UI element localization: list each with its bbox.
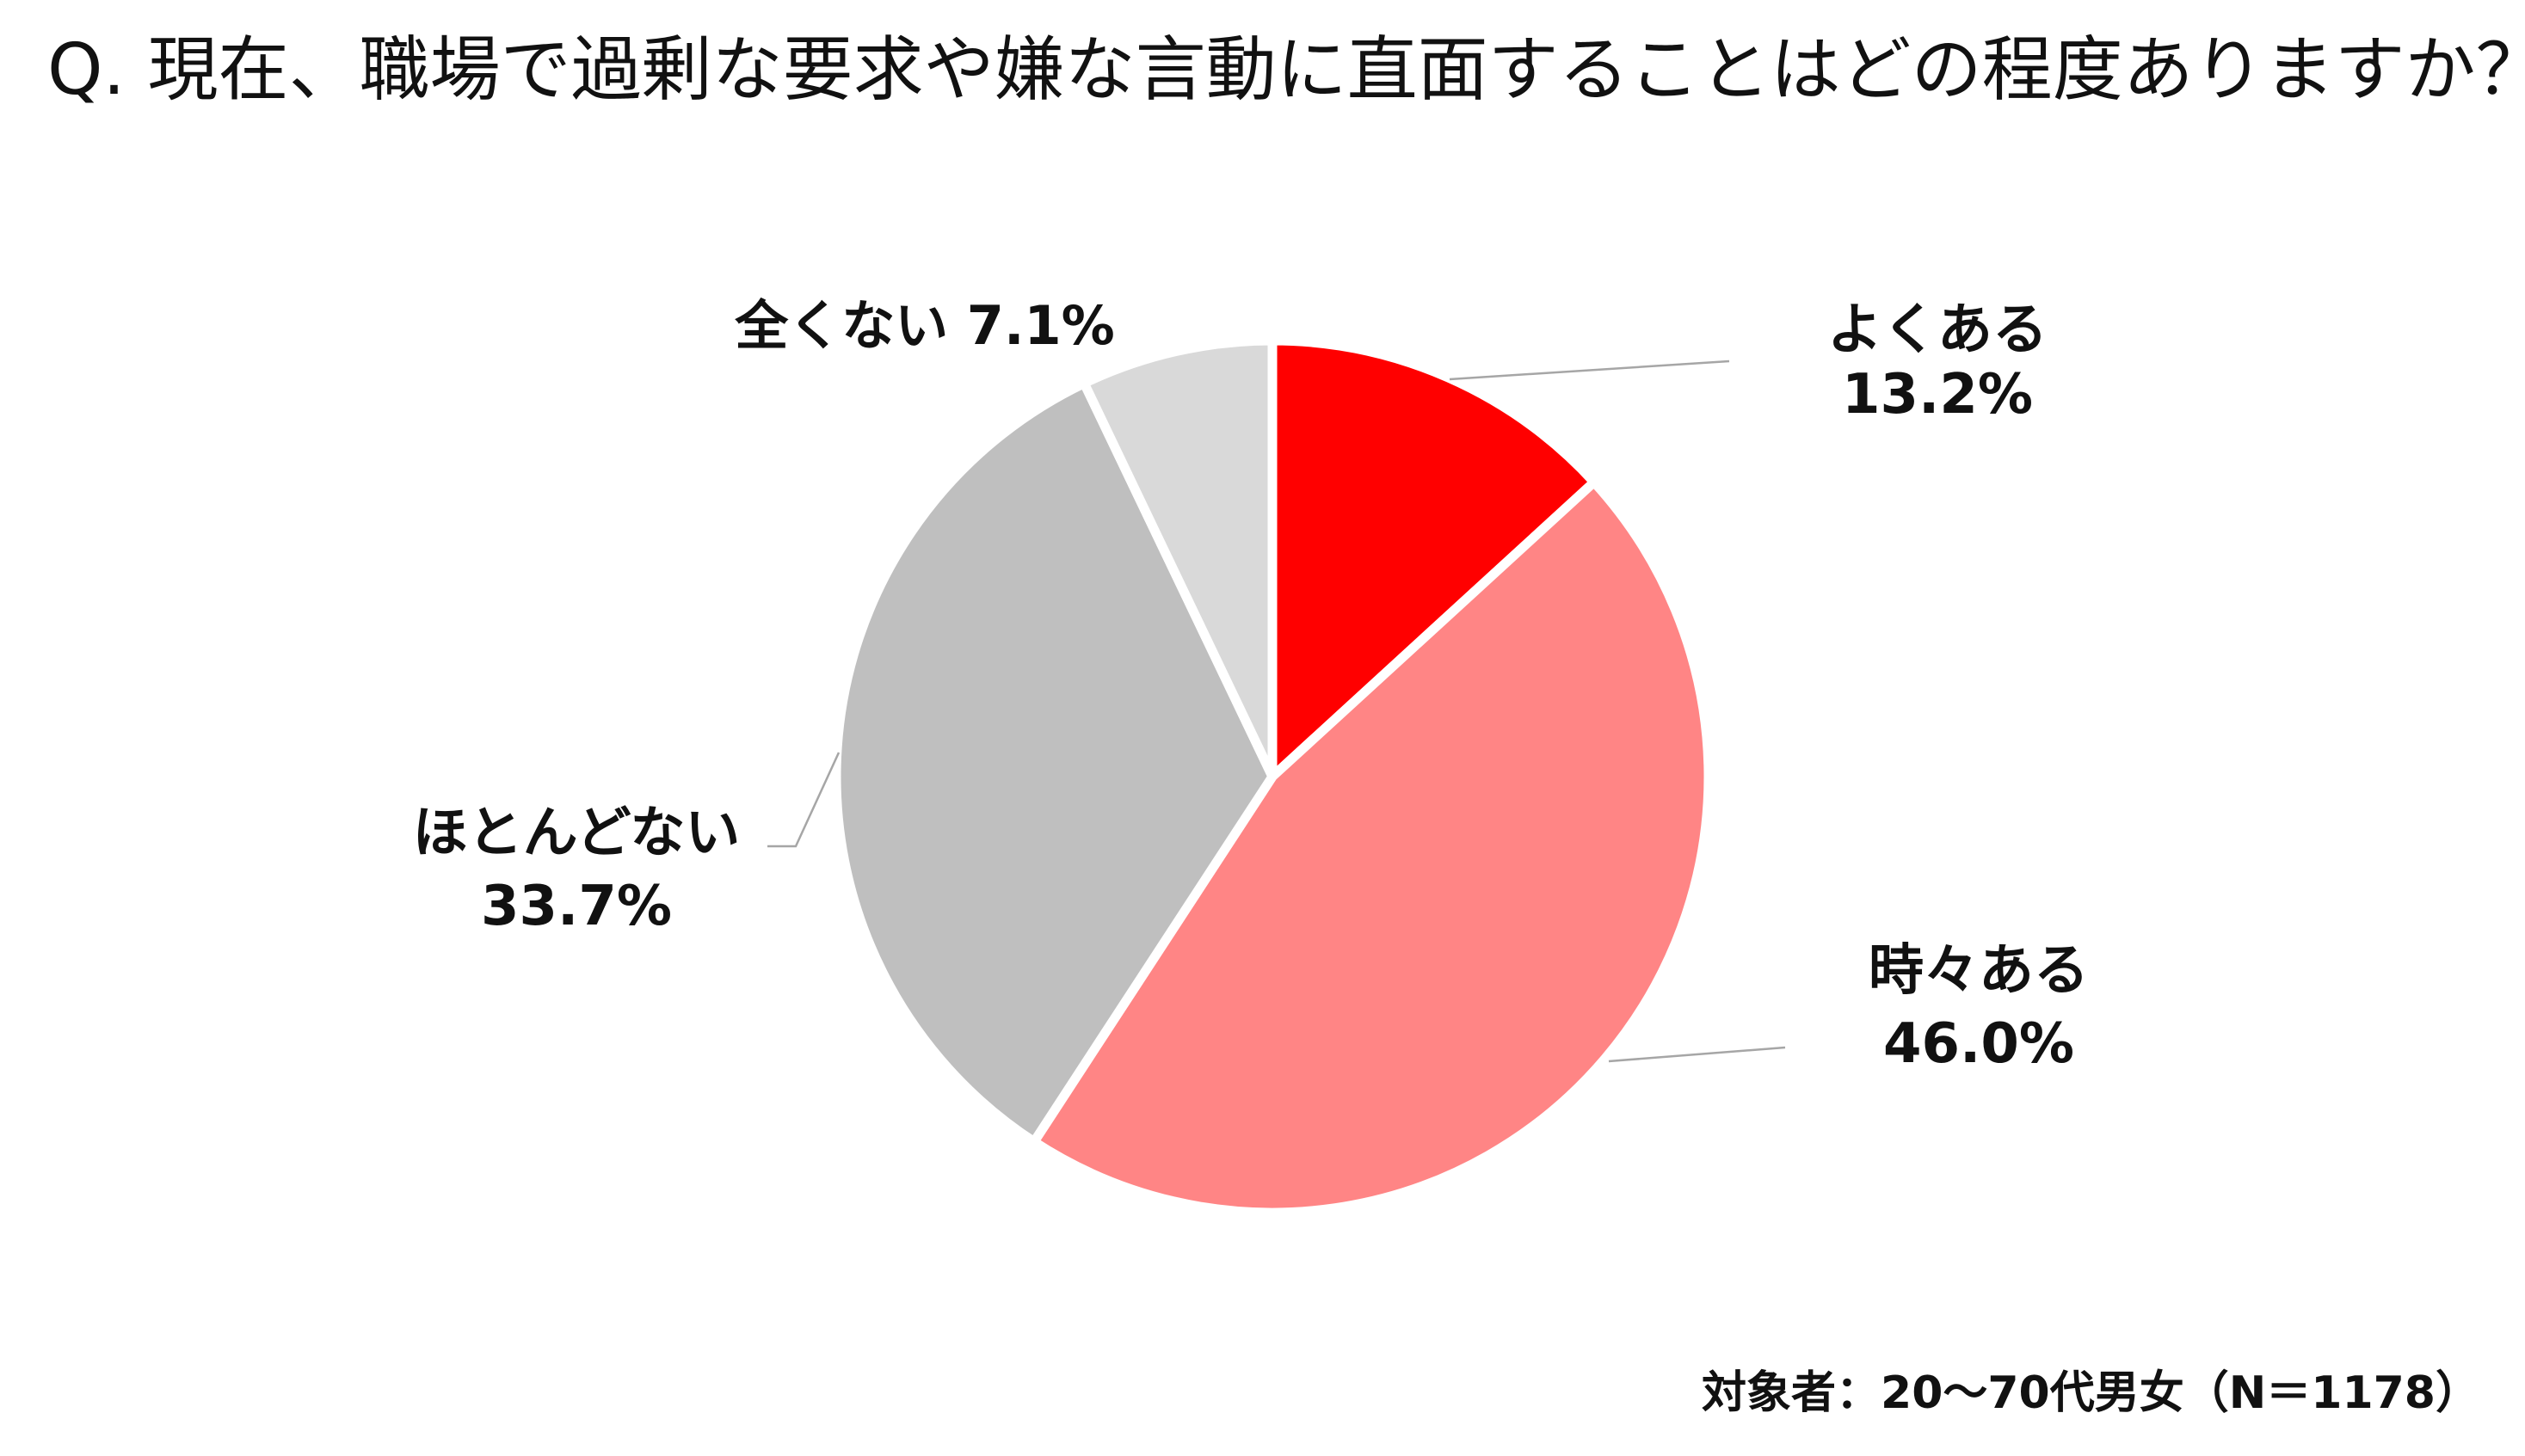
leader-line-3 xyxy=(767,752,841,848)
slice-label-2: 時々ある xyxy=(1869,939,2089,1003)
pie-slice-4 xyxy=(1077,335,1278,779)
slice-label-1: よくある xyxy=(1827,298,2048,362)
slice-value-3: 33.7% xyxy=(481,875,672,938)
pie-slice-1 xyxy=(1267,335,1601,788)
pie-slice-3 xyxy=(831,377,1278,1149)
leader-line-1 xyxy=(1449,359,1730,381)
slice-value-1: 13.2% xyxy=(1842,363,2033,427)
leader-lines xyxy=(767,359,1786,1063)
slice-label-4: 全くない 7.1% xyxy=(734,294,1115,357)
sample-note: 対象者：20～70代男女（N＝1178） xyxy=(1702,1367,2480,1419)
leader-line-2 xyxy=(1608,1046,1786,1063)
pie-slices xyxy=(831,335,1714,1218)
slice-label-3: ほとんどない xyxy=(413,802,741,865)
chart-title: Q. 現在、職場で過剰な要求や嫌な言動に直面することはどの程度ありますか？ xyxy=(47,29,2525,111)
pie-slice-2 xyxy=(1027,475,1714,1218)
slice-value-2: 46.0% xyxy=(1883,1012,2074,1076)
